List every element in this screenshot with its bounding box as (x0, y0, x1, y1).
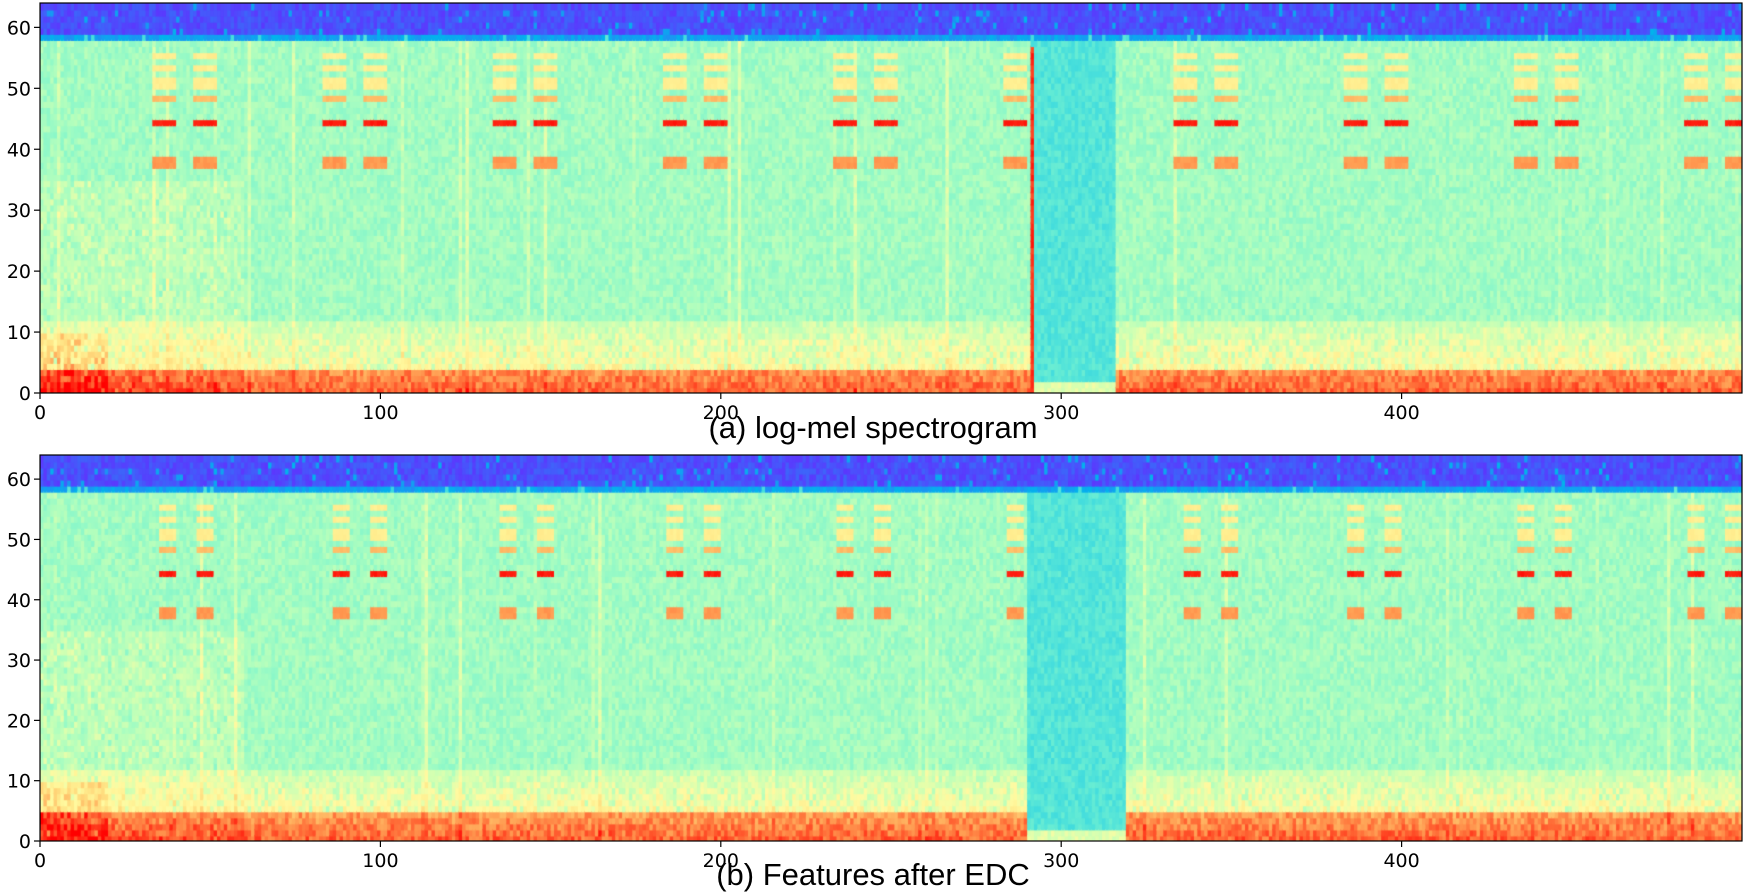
y-tick-label: 0 (19, 383, 31, 405)
y-tick-label: 20 (7, 261, 31, 283)
x-tick-label: 100 (362, 850, 398, 872)
x-axis-b: 0 100 200 300 400 (34, 841, 1420, 872)
axes-frame-b (39, 454, 1743, 842)
y-tick-label: 20 (7, 710, 31, 732)
x-tick-label: 0 (34, 402, 46, 424)
y-tick-label: 30 (7, 650, 31, 672)
y-tick-label: 40 (7, 590, 31, 612)
y-tick-label: 40 (7, 139, 31, 161)
y-tick-label: 50 (7, 529, 31, 551)
x-tick-label: 200 (703, 850, 739, 872)
x-tick-label: 400 (1383, 850, 1419, 872)
y-tick-label: 50 (7, 78, 31, 100)
panel-a: 0 10 20 30 40 50 60 0 100 200 300 400 (a) log-mel … (7, 2, 1743, 445)
x-tick-label: 0 (34, 850, 46, 872)
y-tick-label: 60 (7, 469, 31, 491)
y-tick-label: 10 (7, 322, 31, 344)
y-axis-a: 0 10 20 30 40 50 60 (7, 17, 40, 405)
y-tick-label: 10 (7, 771, 31, 793)
y-tick-label: 0 (19, 831, 31, 853)
spectrogram-a (40, 3, 1742, 393)
spectrogram-b (40, 455, 1742, 841)
caption-a: (a) log-mel spectrogram (708, 410, 1037, 445)
x-tick-label: 300 (1043, 402, 1079, 424)
axes-frame-a (39, 2, 1743, 394)
x-tick-label: 200 (703, 402, 739, 424)
x-tick-label: 400 (1383, 402, 1419, 424)
x-tick-label: 100 (362, 402, 398, 424)
panel-b: 0 10 20 30 40 50 60 0 100 200 300 400 (b) Features… (7, 454, 1743, 892)
y-tick-label: 60 (7, 17, 31, 39)
y-tick-label: 30 (7, 200, 31, 222)
y-axis-b: 0 10 20 30 40 50 60 (7, 469, 40, 853)
caption-b: (b) Features after EDC (716, 857, 1030, 892)
x-tick-label: 300 (1043, 850, 1079, 872)
x-axis-a: 0 100 200 300 400 (34, 393, 1420, 424)
